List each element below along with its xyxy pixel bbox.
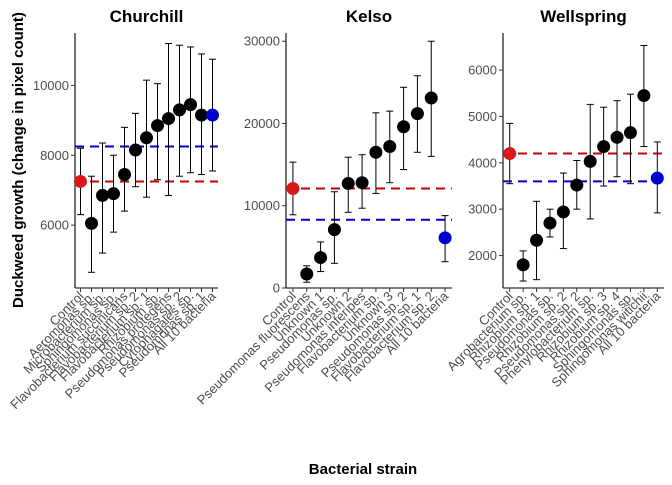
data-point <box>438 231 452 245</box>
data-point <box>369 145 383 159</box>
y-axis-label: Duckweed growth (change in pixel count) <box>10 12 27 308</box>
data-point <box>516 258 530 272</box>
y-tick-label: 10000 <box>33 78 69 93</box>
data-point <box>206 108 219 122</box>
data-point <box>556 205 570 219</box>
x-tick-label: Pseudomonas fluorescens <box>194 288 313 407</box>
data-point <box>162 112 175 126</box>
x-axis-label: Bacterial strain <box>309 461 417 478</box>
panel-2: Wellspring20003000400050006000ControlAgr… <box>444 7 664 390</box>
data-point <box>610 130 624 144</box>
data-point <box>424 91 438 105</box>
data-point <box>184 98 197 112</box>
y-tick-label: 4000 <box>468 155 497 170</box>
data-point <box>410 107 424 121</box>
y-tick-label: 2000 <box>468 248 497 263</box>
y-tick-label: 6000 <box>40 218 69 233</box>
data-point <box>530 233 544 247</box>
data-point <box>85 216 98 230</box>
data-point <box>74 174 87 188</box>
data-point <box>314 251 328 265</box>
data-point <box>96 188 109 202</box>
data-point <box>286 181 300 195</box>
data-point <box>543 216 557 230</box>
panel-1: Kelso0100002000030000ControlPseudomonas … <box>194 7 452 407</box>
data-point <box>118 167 131 181</box>
y-tick-label: 0 <box>273 281 280 296</box>
data-point <box>583 154 597 168</box>
data-point <box>300 267 314 281</box>
data-point <box>650 171 664 185</box>
y-tick-label: 10000 <box>244 198 280 213</box>
data-point <box>151 119 164 133</box>
data-point <box>397 120 411 134</box>
data-point <box>129 143 142 157</box>
data-point <box>623 126 637 140</box>
data-point <box>195 108 208 122</box>
y-tick-label: 3000 <box>468 202 497 217</box>
panel-title: Kelso <box>346 7 392 26</box>
y-tick-label: 5000 <box>468 109 497 124</box>
data-point <box>173 103 186 117</box>
data-point <box>503 147 517 161</box>
data-point <box>355 176 369 190</box>
data-point <box>107 187 120 201</box>
data-point <box>383 140 397 154</box>
y-tick-label: 20000 <box>244 116 280 131</box>
data-point <box>570 178 584 192</box>
panel-title: Churchill <box>110 7 184 26</box>
y-tick-label: 6000 <box>468 63 497 78</box>
y-tick-label: 30000 <box>244 34 280 49</box>
data-point <box>341 177 355 191</box>
data-point <box>597 140 611 154</box>
data-point <box>637 89 651 103</box>
data-point <box>327 223 341 237</box>
panel-title: Wellspring <box>540 7 627 26</box>
data-point <box>140 131 153 145</box>
y-tick-label: 8000 <box>40 148 69 163</box>
